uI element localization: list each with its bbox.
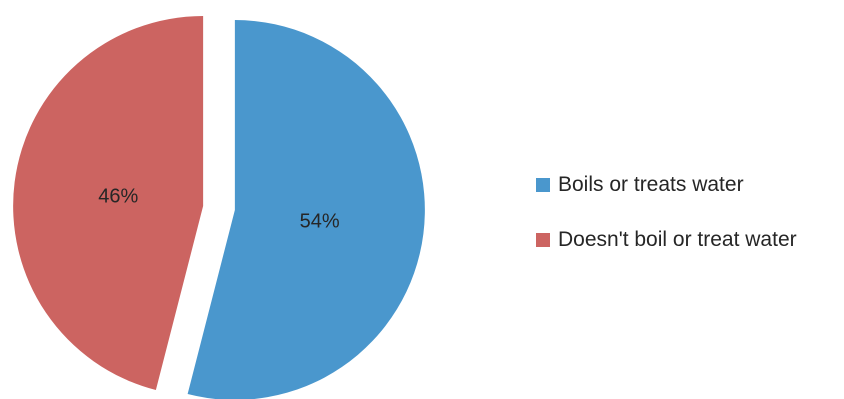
data-label-doesnt-boil: 46% (98, 185, 138, 207)
legend: Boils or treats water Doesn't boil or tr… (536, 172, 836, 282)
legend-label-boils: Boils or treats water (558, 173, 744, 196)
pie-slice-boils (187, 20, 425, 399)
pie-slice-doesnt-boil (13, 15, 204, 391)
legend-label-doesnt-boil: Doesn't boil or treat water (558, 228, 797, 251)
pie-data-labels: 54% 46% (98, 185, 340, 232)
legend-item-boils: Boils or treats water (536, 172, 836, 198)
legend-item-doesnt-boil: Doesn't boil or treat water (536, 227, 836, 253)
data-label-boils: 54% (300, 211, 340, 233)
legend-swatch-boils (536, 178, 550, 192)
legend-swatch-doesnt-boil (536, 233, 550, 247)
pie-slices (13, 15, 425, 399)
